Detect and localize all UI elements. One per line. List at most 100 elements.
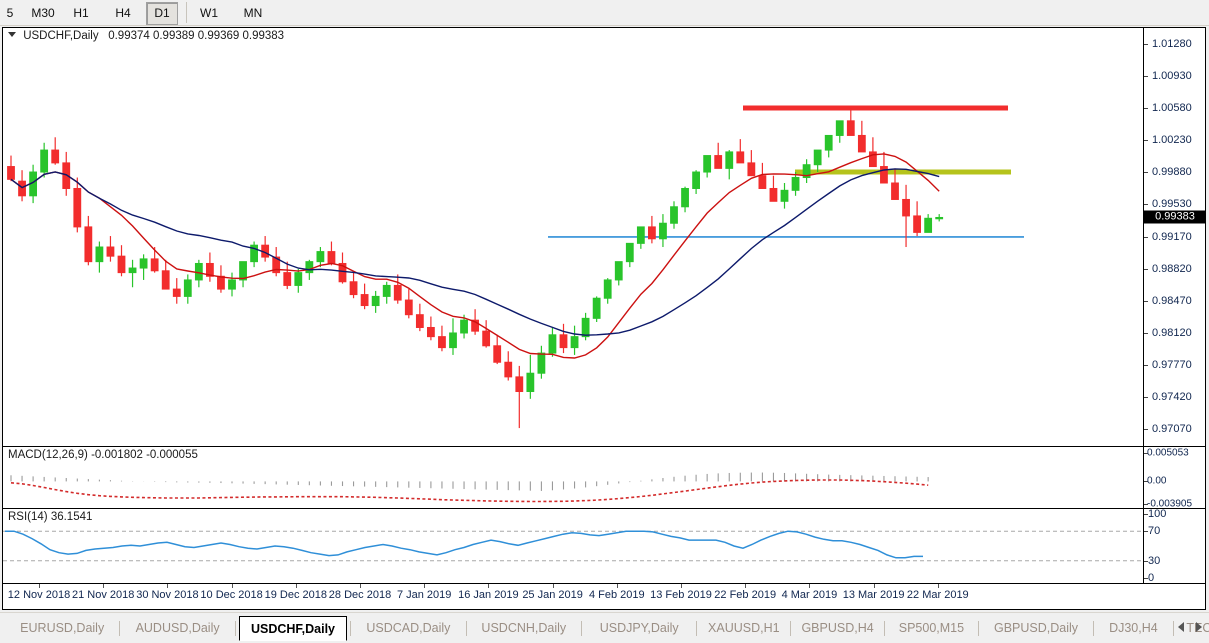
timeframe-button-h4[interactable]: H4 [115,6,131,20]
macd-tick [1144,481,1148,483]
symbol-tab-dj30-h4[interactable]: DJ30,H4 [1109,621,1158,635]
price-tick [1144,300,1148,302]
symbol-tab-eurusd-daily[interactable]: EURUSD,Daily [20,621,105,635]
price-axis-label: 0.98470 [1152,294,1192,307]
candle-body [857,134,866,153]
macd-plot[interactable] [3,447,1143,508]
candle-body [515,376,524,393]
ohlc-values: 0.99374 0.99389 0.99369 0.99383 [108,30,285,42]
current-price-label: 0.99383 [1144,210,1206,224]
candle-body [18,180,26,197]
tab-scroll-right-icon[interactable] [1196,622,1202,632]
price-tick [1144,396,1148,398]
symbol-tab-usdjpy-daily[interactable]: USDJPY,Daily [599,621,679,635]
symbol-tab-xauusd-h1[interactable]: XAUUSD,H1 [708,621,780,635]
candle-body [824,134,833,151]
candle-body [570,336,579,349]
time-axis-label: 22 Mar 2019 [906,589,969,601]
candle-body [504,361,513,378]
candle-body [283,272,292,286]
tab-scroll-left-icon[interactable] [1178,622,1184,632]
candle-body [648,226,656,240]
candle-body [40,149,49,173]
candle-body [183,279,192,297]
symbol-tab-audusd-daily[interactable]: AUDUSD,Daily [135,621,220,635]
chart-frame[interactable]: USDCHF,Daily 0.99374 0.99389 0.99369 0.9… [2,27,1206,610]
candle-body [659,222,667,240]
rsi-plot[interactable] [3,509,1143,583]
macd-axis-label: -0.003905 [1147,498,1193,510]
tab-divider [1093,621,1095,636]
candle-body [427,326,435,338]
macd-pane[interactable]: MACD(12,26,9) -0.001802 -0.000055 0.0050… [3,447,1205,510]
candle-body [482,330,491,347]
time-axis-label: 10 Dec 2018 [200,589,263,601]
tab-divider [977,621,979,636]
price-axis-label: 0.98820 [1152,262,1192,275]
candle-body [228,279,236,290]
chart-symbol-label: USDCHF,Daily [23,30,99,42]
macd-tick [1144,453,1148,454]
candle-body [802,164,811,179]
candle-body [250,244,258,263]
toolbar-divider [186,2,187,23]
price-axis[interactable]: 1.01280 1.00930 1.00580 1.00230 0.99880 0.995… [1143,28,1206,446]
symbol-tab-usdcnh-daily[interactable]: USDCNH,Daily [481,621,567,635]
candle-body [537,352,546,374]
timeframe-button-m30[interactable]: M30 [31,6,55,20]
symbol-tab-bar[interactable]: EURUSD,Daily AUDUSD,Daily USDCHF,Daily USDC… [0,612,1209,643]
symbol-tab-usdchf-daily[interactable]: USDCHF,Daily [238,616,348,641]
time-axis-label: 19 Dec 2018 [264,589,327,601]
candle-body [62,162,71,189]
candle-body [548,334,557,354]
candle-body [415,314,424,328]
price-pane-title: USDCHF,Daily 0.99374 0.99389 0.99369 0.9… [8,30,284,42]
tab-divider [119,621,121,636]
rsi-axis-label: 30 [1148,554,1161,567]
candle-body [139,258,148,269]
candle-body [305,261,314,274]
time-axis-label: 21 Nov 2018 [71,589,135,601]
timeframe-button-w1[interactable]: W1 [200,6,218,20]
time-axis-label: 28 Dec 2018 [328,589,392,601]
rsi-pane[interactable]: RSI(14) 36.1541 100 70 30 0 [3,508,1205,584]
price-pane[interactable]: USDCHF,Daily 0.99374 0.99389 0.99369 0.9… [3,28,1206,447]
time-axis-label: 12 Nov 2018 [7,589,71,601]
time-tick [809,584,811,588]
macd-axis-label: 0.005053 [1147,447,1189,459]
macd-title: MACD(12,26,9) -0.001802 -0.000055 [8,449,198,461]
price-tick [1144,428,1148,430]
candle-body [316,251,325,263]
rsi-tick [1144,514,1148,515]
candle-body [725,151,734,169]
symbol-tab-gbpusd-h4[interactable]: GBPUSD,H4 [801,621,874,635]
timeframe-button-mn[interactable]: MN [243,6,263,20]
chevron-down-icon[interactable] [8,32,16,38]
macd-tick [1144,504,1148,505]
rsi-title: RSI(14) 36.1541 [8,511,93,523]
price-axis-label: 1.00930 [1152,70,1192,82]
price-axis-label: 0.98120 [1152,326,1192,339]
candle-body [493,345,502,363]
candle-body [913,215,922,233]
price-plot[interactable] [3,28,1143,445]
price-axis-label: 0.97770 [1152,358,1192,371]
timeframe-button-d1[interactable]: D1 [146,2,178,25]
time-axis[interactable]: 12 Nov 2018 21 Nov 2018 30 Nov 2018 10 Dec … [3,584,1205,609]
symbol-tab-usdcad-daily[interactable]: USDCAD,Daily [366,621,451,635]
price-tick [1144,76,1148,77]
tab-divider [790,621,792,636]
time-tick [167,584,169,588]
candle-body [780,189,789,202]
symbol-tab-gbpusd-daily[interactable]: GBPUSD,Daily [993,621,1079,635]
rsi-line [5,530,923,559]
price-axis-label: 1.00580 [1152,102,1192,115]
timeframe-button-h1[interactable]: H1 [73,6,89,20]
ma-fast-line [10,153,940,359]
symbol-tab-sp500-m15[interactable]: SP500,M15 [898,621,965,635]
price-axis-label: 0.99530 [1152,198,1192,211]
timeframe-button-5[interactable]: 5 [6,6,14,20]
candle-body [460,319,468,334]
candle-body [393,284,402,301]
candle-body [73,187,82,228]
